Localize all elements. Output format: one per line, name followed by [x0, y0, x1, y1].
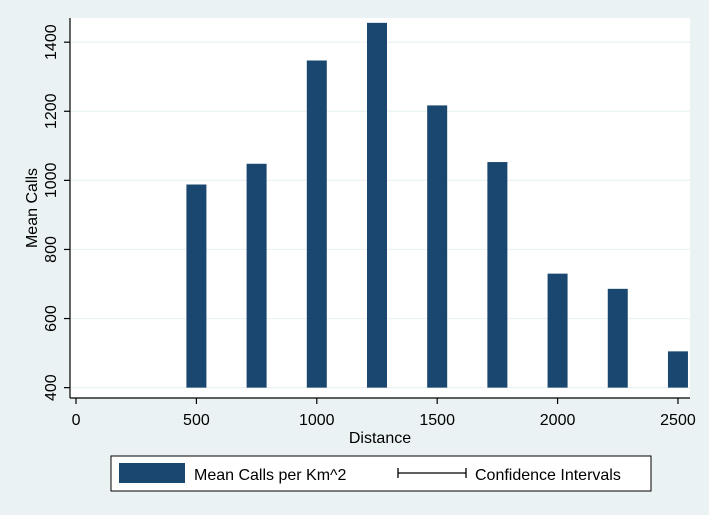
bars — [186, 22, 688, 388]
y-tick-label: 1000 — [43, 162, 60, 198]
legend-label-mean-calls: Mean Calls per Km^2 — [194, 467, 347, 484]
bar-1250 — [366, 22, 387, 388]
y-tick-label: 800 — [43, 236, 60, 263]
x-tick-label: 0 — [72, 412, 81, 429]
bar-2250 — [607, 288, 628, 388]
x-axis-title: Distance — [349, 430, 411, 447]
legend-swatch-bar — [119, 463, 185, 483]
bar-1750 — [487, 162, 508, 388]
x-tick-label: 2500 — [660, 412, 696, 429]
bar-1000 — [306, 60, 327, 388]
x-tick-label: 500 — [183, 412, 210, 429]
bar-2500 — [667, 351, 688, 388]
y-tick-label: 1400 — [43, 24, 60, 60]
bar-500 — [186, 184, 207, 388]
legend-swatch-errorbar — [397, 468, 467, 478]
x-tick-label: 1000 — [299, 412, 335, 429]
y-tick-label: 400 — [43, 374, 60, 401]
legend: Mean Calls per Km^2 Confidence Intervals — [110, 455, 652, 492]
y-tick-label: 600 — [43, 305, 60, 332]
y-tick-label: 1200 — [43, 93, 60, 129]
x-tick-label: 2000 — [540, 412, 576, 429]
legend-label-confidence-intervals: Confidence Intervals — [475, 467, 621, 484]
legend-box — [110, 455, 652, 492]
x-tick-label: 1500 — [419, 412, 455, 429]
y-axis-title: Mean Calls — [24, 168, 41, 248]
bar-1500 — [427, 105, 448, 388]
bar-750 — [246, 163, 267, 388]
bar-2000 — [547, 273, 568, 388]
axes: 400 600 800 1000 1200 1400 0 500 1000 1500 2000 250… — [43, 18, 696, 429]
